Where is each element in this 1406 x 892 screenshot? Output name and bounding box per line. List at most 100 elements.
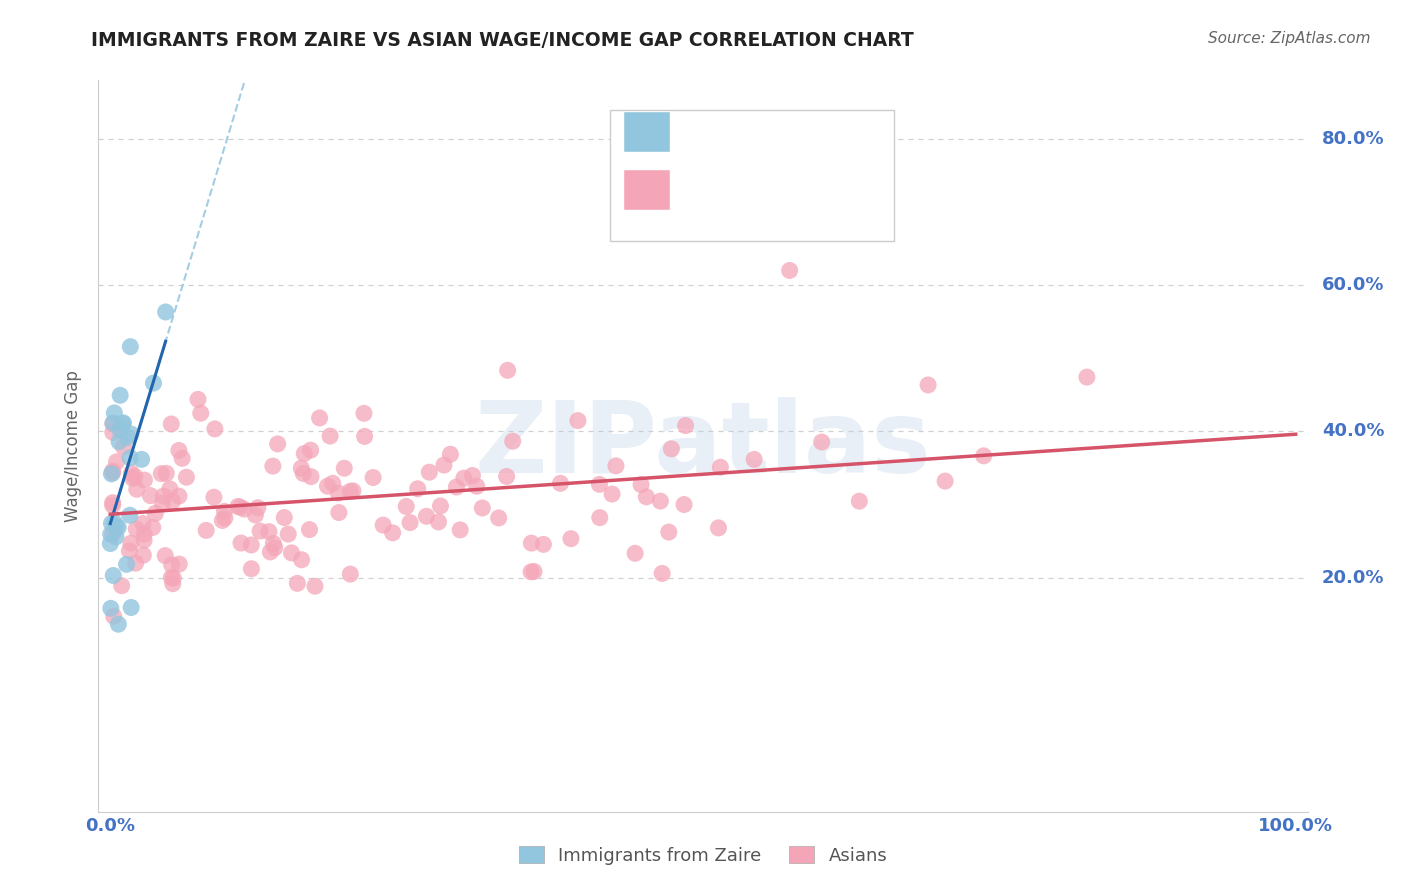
Point — [111, 579, 134, 593]
Text: 28: 28 — [849, 123, 880, 141]
Point — [160, 417, 183, 431]
Point — [101, 464, 124, 478]
Point — [103, 516, 125, 530]
Point — [328, 506, 350, 520]
Point — [131, 452, 153, 467]
Point — [328, 486, 350, 500]
Point — [418, 465, 440, 479]
Point — [266, 437, 288, 451]
Point — [107, 520, 129, 534]
Point — [142, 376, 165, 390]
Point — [152, 496, 174, 510]
Point — [973, 449, 995, 463]
Point — [406, 482, 429, 496]
Point — [353, 406, 375, 420]
Point — [162, 571, 184, 585]
Point — [779, 263, 801, 277]
Point — [132, 516, 155, 531]
Point — [108, 434, 131, 449]
Text: 60.0%: 60.0% — [1322, 277, 1385, 294]
Point — [159, 482, 181, 496]
Point — [101, 416, 124, 430]
Point — [120, 600, 142, 615]
Point — [333, 461, 356, 475]
Point — [339, 484, 361, 499]
Point — [439, 447, 461, 461]
Point — [240, 538, 263, 552]
Point — [280, 546, 302, 560]
Point — [111, 417, 134, 431]
Point — [100, 601, 122, 615]
Point — [162, 576, 184, 591]
Point — [125, 522, 148, 536]
Point — [707, 521, 730, 535]
Point — [245, 508, 267, 522]
Point — [152, 489, 174, 503]
Point — [427, 515, 450, 529]
Point — [399, 516, 422, 530]
Point — [319, 429, 342, 443]
Point — [742, 452, 765, 467]
Point — [105, 520, 128, 534]
Point — [101, 417, 124, 431]
Point — [292, 447, 315, 461]
Point — [675, 418, 697, 433]
Point — [160, 571, 183, 585]
Point — [560, 532, 582, 546]
Point — [848, 494, 870, 508]
Point — [298, 523, 321, 537]
Point — [249, 524, 271, 538]
Text: 0.478: 0.478 — [734, 123, 790, 141]
Point — [567, 414, 589, 428]
Point — [120, 340, 142, 354]
Point — [471, 501, 494, 516]
Point — [160, 558, 183, 572]
Point — [353, 429, 375, 443]
Point — [107, 617, 129, 632]
Point — [488, 511, 510, 525]
Point — [105, 455, 128, 469]
Point — [101, 527, 124, 541]
Point — [125, 482, 148, 496]
Point — [167, 489, 190, 503]
Point — [523, 565, 546, 579]
Point — [204, 422, 226, 436]
Point — [167, 443, 190, 458]
Point — [214, 504, 236, 518]
Point — [531, 537, 554, 551]
Point — [290, 461, 312, 475]
Point — [658, 525, 681, 540]
Point — [101, 499, 124, 513]
Point — [292, 467, 315, 481]
Point — [112, 416, 135, 430]
Point — [465, 479, 488, 493]
Point — [373, 518, 395, 533]
Point — [172, 451, 194, 466]
Point — [624, 546, 647, 560]
FancyBboxPatch shape — [624, 170, 671, 211]
Point — [339, 567, 361, 582]
Point — [600, 487, 623, 501]
Text: 143: 143 — [849, 181, 887, 199]
Point — [917, 378, 939, 392]
Point — [155, 467, 177, 481]
Point — [202, 490, 225, 504]
Point — [118, 508, 141, 523]
Point — [229, 536, 252, 550]
Point — [262, 536, 284, 550]
Point — [381, 525, 404, 540]
Point — [155, 305, 177, 319]
Point — [155, 549, 177, 563]
Point — [100, 527, 122, 541]
Point — [259, 545, 281, 559]
Point — [285, 576, 308, 591]
Point — [139, 489, 162, 503]
Point — [162, 494, 184, 508]
Point — [290, 553, 312, 567]
Point — [316, 479, 339, 493]
Point — [124, 556, 146, 570]
Point — [934, 474, 956, 488]
Point — [299, 469, 322, 483]
Point — [661, 442, 683, 456]
Point — [167, 557, 190, 571]
